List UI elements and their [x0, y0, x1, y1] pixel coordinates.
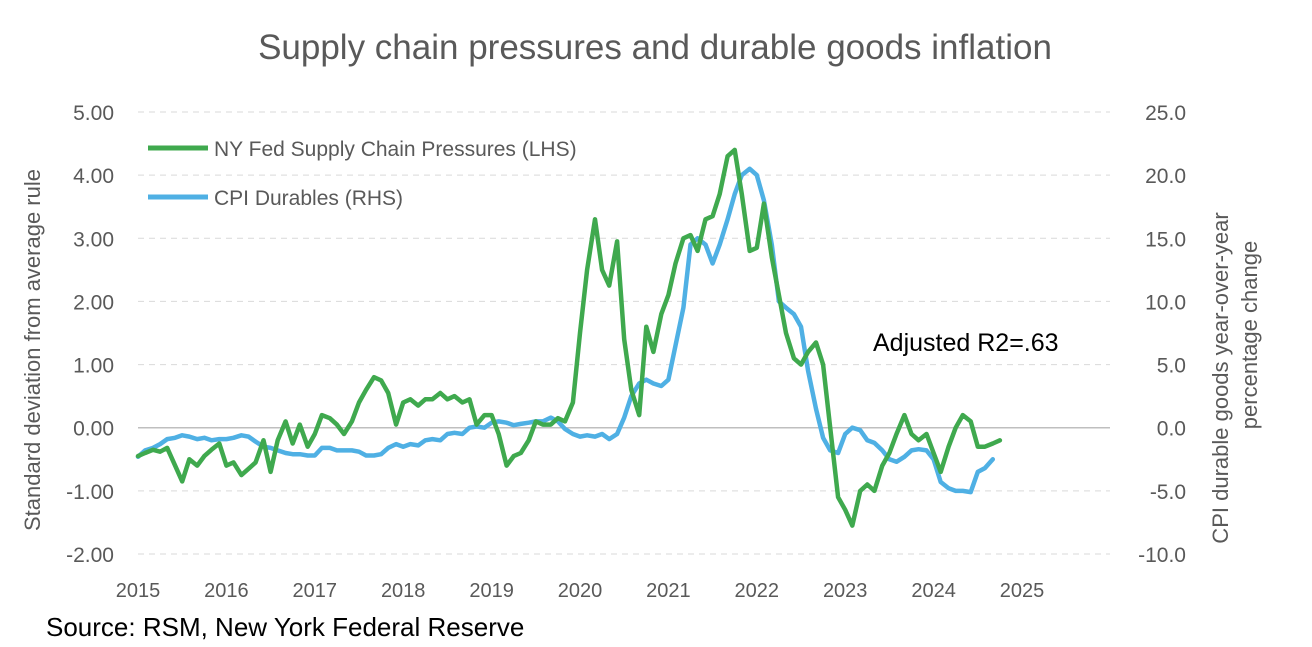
x-tick-label: 2020 [558, 580, 603, 602]
x-tick-label: 2024 [911, 580, 956, 602]
legend: NY Fed Supply Chain Pressures (LHS) CPI … [148, 138, 577, 210]
x-tick-label: 2015 [116, 580, 161, 602]
left-tick-label: 2.00 [73, 291, 114, 314]
left-tick-label: -2.00 [66, 544, 114, 567]
y-axis-right-label-line1: CPI durable goods year-over-year [1208, 212, 1233, 543]
x-tick-label: 2023 [823, 580, 868, 602]
legend-label-supply-chain: NY Fed Supply Chain Pressures (LHS) [214, 138, 577, 161]
x-tick-label: 2017 [293, 580, 338, 602]
left-tick-label: 0.00 [73, 418, 114, 441]
right-tick-label: 0.0 [1157, 418, 1186, 441]
right-axis-ticks: 25.0 20.0 15.0 10.0 5.0 0.0 -5.0 -10.0 [1138, 102, 1186, 567]
right-tick-label: -5.0 [1150, 481, 1186, 504]
source-note: Source: RSM, New York Federal Reserve [46, 612, 525, 642]
y-axis-right-label-line2: percentage change [1237, 241, 1262, 429]
series-line-cpi-durables [135, 166, 996, 495]
x-tick-label: 2021 [646, 580, 691, 602]
left-tick-label: -1.00 [66, 481, 114, 504]
right-tick-label: -10.0 [1138, 544, 1186, 567]
left-tick-label: 5.00 [73, 102, 114, 125]
x-tick-label: 2022 [735, 580, 780, 602]
gridlines [138, 111, 1110, 555]
x-tick-label: 2019 [469, 580, 514, 602]
right-tick-label: 10.0 [1145, 291, 1186, 314]
series-layer [135, 147, 1003, 528]
x-tick-label: 2025 [1000, 580, 1045, 602]
right-tick-label: 20.0 [1145, 165, 1186, 188]
x-axis-ticks: 2015 2016 2017 2018 2019 2020 2021 2022 2023 2024… [116, 580, 1045, 602]
x-tick-label: 2016 [204, 580, 249, 602]
right-tick-label: 25.0 [1145, 102, 1186, 125]
left-axis-ticks: 5.00 4.00 3.00 2.00 1.00 0.00 -1.00 -2.00 [66, 102, 114, 567]
left-tick-label: 3.00 [73, 228, 114, 251]
right-tick-label: 15.0 [1145, 228, 1186, 251]
chart-title: Supply chain pressures and durable goods… [258, 28, 1052, 67]
left-tick-label: 4.00 [73, 165, 114, 188]
legend-label-cpi-durables: CPI Durables (RHS) [214, 187, 403, 210]
y-axis-left-label: Standard deviation from average rule [20, 169, 45, 531]
series-line-supply-chain-pressures [135, 147, 1003, 528]
left-tick-label: 1.00 [73, 355, 114, 378]
x-tick-label: 2018 [381, 580, 426, 602]
right-tick-label: 5.0 [1157, 355, 1186, 378]
annotation-adjusted-r2: Adjusted R2=.63 [873, 329, 1059, 357]
